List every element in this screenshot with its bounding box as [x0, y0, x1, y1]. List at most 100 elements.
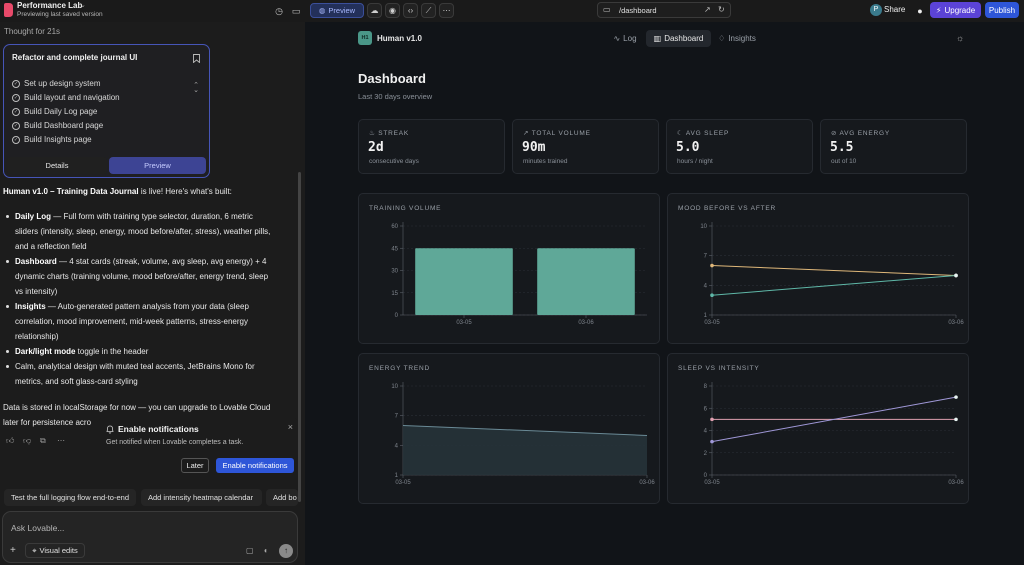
suggestion-chip[interactable]: Add intensity heatmap calendar — [141, 489, 262, 506]
y-tick-label: 1 — [704, 313, 708, 319]
suggestion-chip[interactable]: Test the full logging flow end-to-end — [4, 489, 136, 506]
copy-icon[interactable]: ⧉ — [40, 436, 46, 445]
more-icon[interactable]: ⋯ — [57, 436, 65, 445]
y-tick-label: 0 — [704, 473, 708, 479]
github-icon[interactable]: ● — [917, 6, 923, 16]
bar — [415, 248, 513, 315]
thumbs-up-icon[interactable]: 👍︎ — [6, 436, 15, 445]
y-tick-label: 8 — [704, 384, 708, 390]
x-tick-label: 03-06 — [948, 480, 964, 486]
lightbulb-icon: ♢ — [718, 34, 726, 43]
stat-card-sleep: ☾ AVG SLEEP 5.0 hours / night — [666, 119, 813, 174]
nav-insights[interactable]: ♢ Insights — [715, 30, 759, 47]
chat-scrollbar[interactable] — [298, 172, 301, 502]
plan-card: Refactor and complete journal UI ⌃ ⌄ ✓ Set… — [3, 44, 210, 178]
avatar[interactable]: P — [870, 4, 882, 16]
plan-item: ✓ Build Daily Log page — [12, 107, 97, 116]
sleep-intensity-chart: 0 2 4 6 8 03-05 03-06 — [704, 382, 964, 486]
send-button[interactable]: ↑ — [279, 544, 293, 558]
plan-item: ✓ Build layout and navigation — [12, 93, 120, 102]
open-external-icon[interactable]: ↗ — [704, 5, 711, 14]
plus-icon[interactable]: + — [10, 545, 16, 556]
sun-icon[interactable]: ☼ — [956, 33, 965, 43]
y-tick-label: 10 — [700, 224, 707, 230]
series-line — [711, 274, 957, 296]
thought-duration[interactable]: Thought for 21s — [4, 27, 61, 36]
stat-value: 5.0 — [676, 140, 700, 155]
page-subtitle: Last 30 days overview — [358, 92, 433, 101]
footer-text: later for persistence acro — [3, 418, 92, 427]
visual-edits-button[interactable]: ⌖ Visual edits — [25, 543, 85, 558]
close-icon[interactable]: × — [287, 422, 293, 432]
composer-input[interactable]: Ask Lovable... — [11, 523, 65, 533]
chart-title: SLEEP VS INTENSITY — [678, 365, 760, 372]
bullet-design: Calm, analytical design with muted teal … — [15, 359, 300, 389]
expand-chevron-icon[interactable]: ⌃ ⌄ — [193, 82, 199, 94]
page-title: Dashboard — [358, 71, 426, 86]
bolt-icon: ⚡ — [935, 5, 942, 15]
y-tick-label: 0 — [395, 313, 399, 319]
app-preview: H1 Human v1.0 ∿ Log ▥ Dashboard ♢ Insights … — [305, 22, 1024, 565]
app-logo[interactable]: H1 — [358, 31, 372, 45]
flame-icon: ♨ — [369, 130, 376, 137]
plan-title: Refactor and complete journal UI — [12, 53, 138, 62]
notification-description: Get notified when Lovable completes a ta… — [106, 439, 244, 446]
chart-panel-sleep: SLEEP VS INTENSITY 0 2 4 6 8 03-05 03-06 — [667, 353, 969, 504]
app-name[interactable]: Human v1.0 — [377, 34, 422, 43]
bar — [537, 248, 635, 315]
cloud-button[interactable]: ☁ — [367, 3, 382, 18]
design-button[interactable]: ◉ — [385, 3, 400, 18]
history-icon[interactable]: ◷ — [275, 5, 283, 16]
suggestion-chip[interactable]: Add bo — [266, 489, 298, 506]
preview-button[interactable]: ◍ Preview — [310, 3, 364, 18]
project-chevron-icon[interactable]: ⌄ — [80, 2, 86, 9]
bullet-bold: Dashboard — [15, 257, 57, 266]
chat-composer[interactable]: Ask Lovable... + ⌖ Visual edits ▢ ◖ ↑ — [2, 511, 298, 563]
arrow-up-icon: ↑ — [284, 546, 288, 555]
more-button[interactable]: ⋯ — [439, 3, 454, 18]
y-tick-label: 45 — [391, 246, 398, 252]
enable-notifications-button[interactable]: Enable notifications — [216, 458, 294, 473]
plan-preview-tab[interactable]: Preview — [109, 157, 206, 174]
thumbs-down-icon[interactable]: 👎︎ — [23, 436, 32, 445]
y-tick-label: 7 — [395, 414, 399, 420]
device-icon[interactable]: ▭ — [603, 5, 611, 14]
code-button[interactable]: ‹› — [403, 3, 418, 18]
project-status: Previewing last saved version — [17, 11, 103, 18]
plan-details-tab[interactable]: Details — [7, 157, 107, 174]
chat-mode-icon[interactable]: ▢ — [246, 546, 254, 555]
url-path[interactable]: /dashboard — [619, 6, 657, 15]
project-name[interactable]: Performance Lab — [17, 1, 83, 10]
nav-log[interactable]: ∿ Log — [610, 30, 640, 47]
bookmark-icon[interactable] — [193, 54, 200, 63]
share-button[interactable]: Share — [884, 5, 906, 14]
sidebar-toggle-icon[interactable]: ▭ — [291, 5, 301, 16]
refresh-icon[interactable]: ↻ — [718, 5, 725, 14]
later-button[interactable]: Later — [181, 458, 209, 473]
x-tick-label: 03-05 — [704, 480, 720, 486]
data-point — [710, 439, 714, 444]
stat-label: ⊘ AVG ENERGY — [831, 129, 890, 137]
nav-dashboard[interactable]: ▥ Dashboard — [646, 30, 711, 47]
bell-icon — [106, 425, 114, 434]
analytics-button[interactable]: ⟋ — [421, 3, 436, 18]
publish-button[interactable]: Publish — [985, 2, 1019, 18]
moon-icon: ☾ — [677, 130, 684, 137]
stat-card-energy: ⊘ AVG ENERGY 5.5 out of 10 — [820, 119, 967, 174]
y-tick-label: 60 — [391, 224, 398, 230]
upgrade-button[interactable]: ⚡ Upgrade — [930, 2, 981, 18]
stat-unit: minutes trained — [523, 158, 568, 165]
cloud-icon: ☁ — [370, 6, 379, 15]
bullet-text: correlation, mood improvement, mid-week … — [15, 317, 248, 326]
plan-item-label: Build Dashboard page — [24, 121, 104, 130]
microphone-icon[interactable]: ◖ — [263, 546, 268, 555]
bullet-text: Calm, analytical design with muted teal … — [15, 362, 255, 371]
training-volume-chart: 0 15 30 45 60 03-05 03-06 — [391, 222, 647, 326]
stat-label: ↗ TOTAL VOLUME — [523, 129, 591, 137]
check-circle-icon: ✓ — [12, 93, 20, 102]
y-tick-label: 10 — [391, 384, 398, 390]
intro-rest: is live! Here's what's built: — [138, 187, 232, 196]
nav-dashboard-label: Dashboard — [664, 34, 704, 43]
url-bar[interactable]: ▭ /dashboard ↗ ↻ — [597, 2, 731, 18]
chat-panel: Thought for 21s Refactor and complete jo… — [0, 22, 304, 565]
